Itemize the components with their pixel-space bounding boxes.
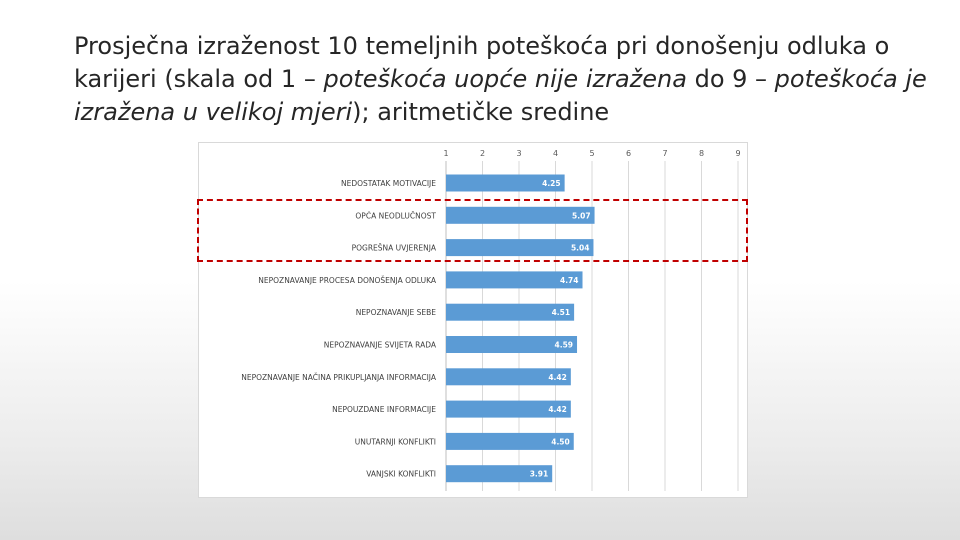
x-tick-label: 4 — [553, 149, 558, 158]
bar — [446, 303, 575, 321]
slide-title: Prosječna izraženost 10 temeljnih potešk… — [74, 30, 934, 129]
category-labels: NEDOSTATAK MOTIVACIJE OPĆA NEODLUČNOST POG… — [241, 179, 437, 479]
value-label: 4.42 — [548, 405, 567, 414]
title-italic-1: poteškoća uopće nije izražena — [323, 65, 687, 93]
category-label: NEPOZNAVANJE PROCESA DONOŠENJA ODLUKA — [258, 276, 437, 285]
x-tick-label: 7 — [662, 149, 667, 158]
title-text-1: Prosječna izraženost 10 temeljnih potešk… — [74, 32, 890, 93]
value-label: 5.04 — [571, 244, 590, 253]
bar — [446, 271, 583, 289]
bars — [446, 174, 595, 483]
category-label: VANJSKI KONFLIKTI — [366, 470, 436, 479]
x-tick-label: 5 — [589, 149, 594, 158]
x-tick-label: 1 — [443, 149, 448, 158]
value-label: 4.59 — [555, 341, 574, 350]
category-label: NEPOUZDANE INFORMACIJE — [332, 405, 436, 414]
bar — [446, 465, 553, 483]
value-label: 4.51 — [552, 308, 571, 317]
title-text-2: do 9 – — [686, 65, 775, 93]
x-tick-label: 3 — [516, 149, 521, 158]
x-tick-label: 8 — [699, 149, 704, 158]
title-italic-2: poteškoća je izražena u velikoj mjeri — [74, 65, 927, 126]
bar — [446, 174, 565, 192]
value-label: 4.50 — [551, 437, 570, 446]
bar-chart: 1 2 3 4 5 6 7 8 9 NEDOSTATAK MOTIVACIJE OPĆA NEOD… — [241, 149, 741, 491]
value-label: 5.07 — [572, 211, 591, 220]
title-text-3: ); aritmetičke sredine — [352, 98, 610, 126]
x-tick-labels: 1 2 3 4 5 6 7 8 9 — [443, 149, 740, 158]
category-label: UNUTARNJI KONFLIKTI — [355, 437, 436, 446]
value-labels: 4.25 5.07 5.04 4.74 4.51 4.59 4.42 4.42 4.50 3.91 — [530, 179, 591, 479]
value-label: 4.42 — [548, 373, 567, 382]
value-label: 3.91 — [530, 470, 549, 479]
category-label: POGREŠNA UVJERENJA — [352, 244, 437, 253]
category-label: NEDOSTATAK MOTIVACIJE — [341, 179, 436, 188]
x-tick-label: 2 — [480, 149, 485, 158]
bar — [446, 206, 595, 224]
bar — [446, 336, 578, 353]
x-tick-label: 6 — [626, 149, 631, 158]
category-label: NEPOZNAVANJE NAČINA PRIKUPLJANJA INFORMA… — [241, 373, 437, 382]
value-label: 4.74 — [560, 276, 579, 285]
category-label: NEPOZNAVANJE SEBE — [356, 308, 437, 317]
chart-frame: 1 2 3 4 5 6 7 8 9 NEDOSTATAK MOTIVACIJE OPĆA NEOD… — [198, 142, 748, 498]
category-label: OPĆA NEODLUČNOST — [355, 211, 436, 220]
bar — [446, 400, 571, 418]
bar — [446, 368, 571, 386]
bar — [446, 239, 594, 257]
x-tick-label: 9 — [735, 149, 740, 158]
bar — [446, 432, 574, 450]
value-label: 4.25 — [542, 179, 561, 188]
category-label: NEPOZNAVANJE SVIJETA RADA — [324, 341, 437, 350]
